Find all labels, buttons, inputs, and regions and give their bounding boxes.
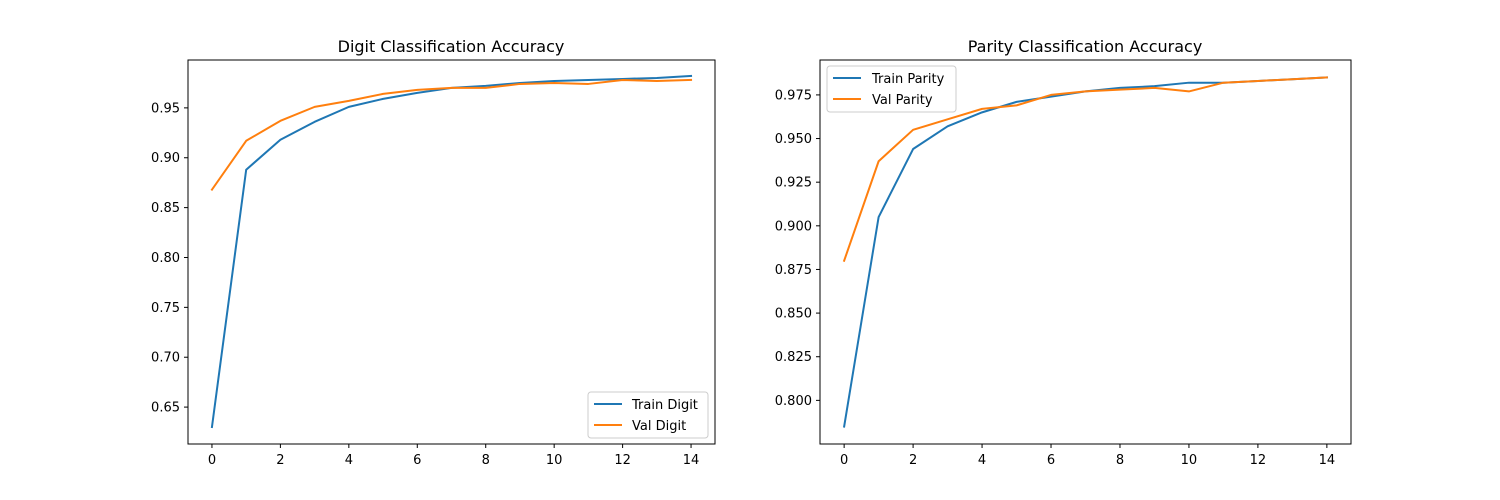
val-parity-line [842, 76, 1328, 263]
x-tick-label: 0 [840, 453, 848, 468]
y-tick-label: 0.850 [775, 307, 812, 322]
y-tick-label: 0.85 [151, 201, 180, 216]
legend-label: Val Digit [632, 419, 686, 434]
y-tick-label: 0.825 [775, 350, 812, 365]
y-tick-label: 0.65 [151, 401, 180, 416]
x-tick-label: 0 [208, 453, 216, 468]
x-tick-label: 10 [1181, 453, 1198, 468]
plot-frame [187, 59, 716, 445]
x-tick-label: 2 [909, 453, 917, 468]
x-tick-label: 4 [978, 453, 986, 468]
x-tick-label: 14 [683, 453, 700, 468]
x-tick-label: 6 [1047, 453, 1055, 468]
y-axis: 0.65 0.70 0.75 0.80 0.85 0.90 0.95 [151, 101, 188, 416]
legend-label: Train Parity [871, 72, 945, 87]
x-tick-label: 2 [276, 453, 284, 468]
digit-accuracy-chart: Digit Classification Accuracy 0 2 4 6 8 10 12 1… [151, 37, 716, 468]
legend-label: Train Digit [631, 398, 698, 413]
y-tick-label: 0.975 [775, 88, 812, 103]
y-tick-label: 0.950 [775, 132, 812, 147]
x-tick-label: 6 [413, 453, 421, 468]
y-tick-label: 0.875 [775, 263, 812, 278]
y-tick-label: 0.90 [151, 151, 180, 166]
x-tick-label: 10 [546, 453, 563, 468]
legend: Train Digit Val Digit [587, 391, 709, 439]
x-tick-label: 8 [482, 453, 490, 468]
y-tick-label: 0.80 [151, 251, 180, 266]
parity-accuracy-chart: Parity Classification Accuracy 0 2 4 6 8 10 12… [775, 37, 1352, 468]
chart-title: Digit Classification Accuracy [338, 37, 565, 56]
y-axis: 0.800 0.825 0.850 0.875 0.900 0.925 0.950 0.975 [775, 88, 820, 409]
legend-label: Val Parity [872, 93, 933, 108]
legend: Train Parity Val Parity [826, 65, 957, 113]
y-tick-label: 0.70 [151, 351, 180, 366]
val-digit-line [210, 78, 693, 192]
x-axis: 0 2 4 6 8 10 12 14 [840, 444, 1335, 468]
x-tick-label: 4 [345, 453, 353, 468]
y-tick-label: 0.95 [151, 101, 180, 116]
x-tick-label: 14 [1319, 453, 1336, 468]
y-tick-label: 0.800 [775, 394, 812, 409]
y-tick-label: 0.75 [151, 301, 180, 316]
chart-title: Parity Classification Accuracy [968, 37, 1203, 56]
x-tick-label: 12 [614, 453, 631, 468]
x-axis: 0 2 4 6 8 10 12 14 [208, 444, 700, 468]
plot-lines [842, 76, 1328, 428]
plot-lines [210, 74, 693, 429]
x-tick-label: 12 [1250, 453, 1267, 468]
y-tick-label: 0.925 [775, 176, 812, 191]
plot-frame [819, 59, 1352, 445]
y-tick-label: 0.900 [775, 219, 812, 234]
x-tick-label: 8 [1116, 453, 1124, 468]
